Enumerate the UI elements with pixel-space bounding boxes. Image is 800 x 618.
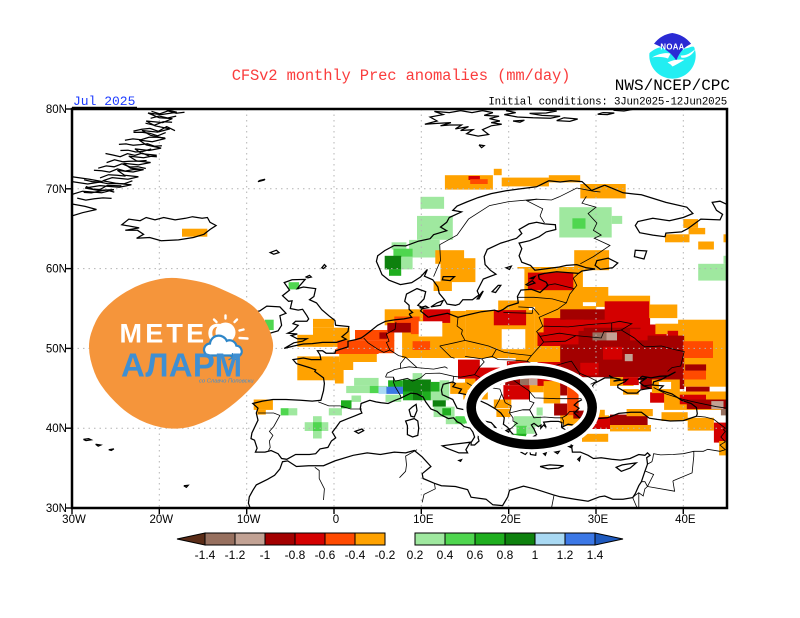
svg-text:10E: 10E: [413, 514, 434, 526]
svg-text:-0.2: -0.2: [375, 548, 396, 562]
svg-text:0.4: 0.4: [437, 548, 454, 562]
svg-text:-0.6: -0.6: [315, 548, 336, 562]
svg-text:-0.8: -0.8: [285, 548, 306, 562]
svg-text:30N: 30N: [46, 503, 67, 515]
svg-text:50N: 50N: [46, 343, 67, 355]
svg-text:АЛАРМ: АЛАРМ: [121, 347, 242, 384]
svg-text:0.8: 0.8: [497, 548, 514, 562]
svg-text:0: 0: [333, 514, 339, 526]
svg-text:1: 1: [532, 548, 539, 562]
svg-text:20W: 20W: [149, 514, 173, 526]
svg-text:CFSv2 monthly Prec anomalies (: CFSv2 monthly Prec anomalies (mm/day): [232, 67, 571, 85]
svg-text:30W: 30W: [62, 514, 86, 526]
svg-text:40E: 40E: [675, 514, 696, 526]
svg-text:-1.4: -1.4: [195, 548, 216, 562]
svg-text:Jul 2025: Jul 2025: [73, 94, 135, 109]
svg-text:80N: 80N: [46, 104, 67, 116]
svg-text:70N: 70N: [46, 184, 67, 196]
svg-text:NOAA: NOAA: [660, 43, 684, 52]
svg-text:1.2: 1.2: [557, 548, 574, 562]
svg-text:20E: 20E: [500, 514, 521, 526]
svg-text:-1: -1: [260, 548, 271, 562]
svg-text:0.6: 0.6: [467, 548, 484, 562]
svg-text:1.4: 1.4: [587, 548, 604, 562]
svg-text:60N: 60N: [46, 264, 67, 276]
svg-text:10W: 10W: [237, 514, 261, 526]
svg-text:-0.4: -0.4: [345, 548, 366, 562]
svg-text:со Славчо Поповски: со Славчо Поповски: [199, 379, 254, 385]
svg-text:40N: 40N: [46, 423, 67, 435]
svg-text:-1.2: -1.2: [225, 548, 246, 562]
svg-text:30E: 30E: [588, 514, 609, 526]
svg-text:Initial conditions: 3Jun2025-1: Initial conditions: 3Jun2025-12Jun2025: [488, 97, 727, 109]
svg-text:0.2: 0.2: [407, 548, 424, 562]
svg-text:NWS/NCEP/CPC: NWS/NCEP/CPC: [615, 77, 730, 95]
